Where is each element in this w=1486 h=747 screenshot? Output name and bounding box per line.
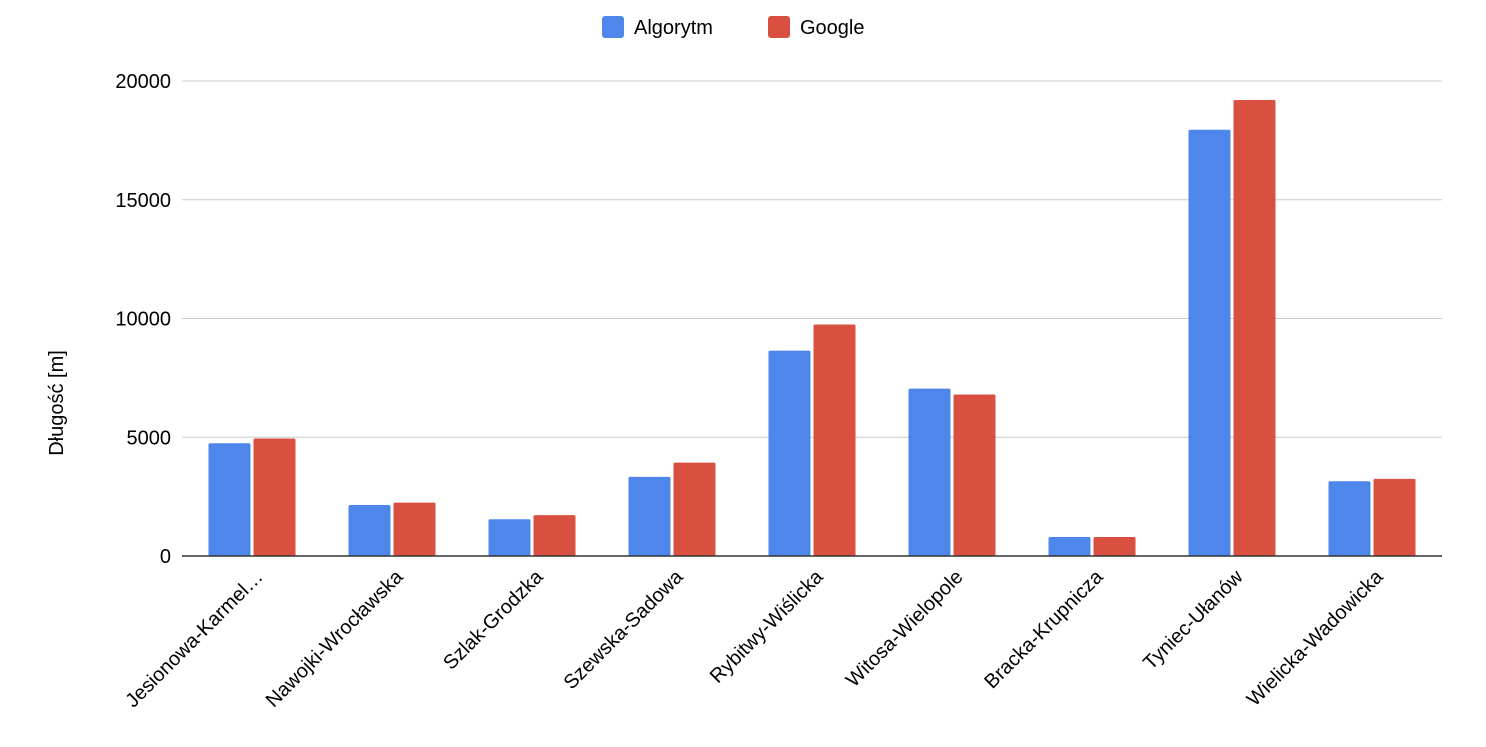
x-axis-ticks: Jesionowa-Karmel…Nawojki-Wrocławska Szlak… (122, 565, 1389, 712)
legend-label-google: Google (800, 17, 865, 39)
bar-algorytm-7 (1188, 129, 1231, 556)
bar-google-3 (673, 462, 716, 556)
legend-swatch-google (768, 16, 790, 38)
y-axis-ticks: 0 5000 10000 15000 20000 (115, 71, 171, 568)
x-tick-label: Bracka-Krupnicza (980, 565, 1108, 693)
legend-label-algorytm: Algorytm (634, 17, 713, 39)
bar-algorytm-8 (1328, 481, 1371, 556)
bar-google-0 (253, 438, 296, 556)
y-tick-label: 10000 (115, 309, 171, 331)
x-tick-label: Tyniec-Ułanów (1139, 566, 1248, 675)
x-tick-label: Szewska-Sadowa (560, 565, 689, 694)
legend-swatch-algorytm (602, 16, 624, 38)
y-tick-label: 5000 (127, 427, 172, 449)
y-tick-label: 15000 (115, 190, 171, 212)
bar-algorytm-5 (908, 388, 951, 556)
bar-algorytm-6 (1048, 537, 1091, 556)
bar-google-7 (1233, 100, 1276, 556)
x-tick-label: Szlak-Grodzka (439, 565, 548, 674)
x-tick-label: Rybitwy-Wiślicka (706, 565, 828, 687)
legend: Algorytm Google (602, 16, 865, 39)
bar-google-5 (953, 394, 996, 556)
bar-algorytm-4 (768, 350, 811, 556)
x-tick-label: Nawojki-Wrocławska (262, 565, 408, 711)
bar-algorytm-3 (628, 476, 671, 556)
bar-google-8 (1373, 478, 1416, 556)
x-tick-label: Jesionowa-Karmel… (122, 566, 268, 712)
bar-google-6 (1093, 537, 1136, 556)
x-tick-label: Witosa-Wielopole (842, 566, 968, 692)
bar-google-2 (533, 515, 576, 556)
y-axis-title: Długość [m] (46, 350, 68, 456)
bars (208, 100, 1416, 556)
bar-google-1 (393, 502, 436, 556)
y-tick-label: 0 (160, 546, 171, 568)
bar-algorytm-1 (348, 504, 391, 556)
x-tick-label: Wielicka-Wadowicka (1243, 565, 1388, 710)
bar-algorytm-0 (208, 443, 251, 556)
bar-google-4 (813, 324, 856, 556)
y-tick-label: 20000 (115, 71, 171, 93)
bar-algorytm-2 (488, 519, 531, 556)
gridlines (182, 80, 1442, 438)
